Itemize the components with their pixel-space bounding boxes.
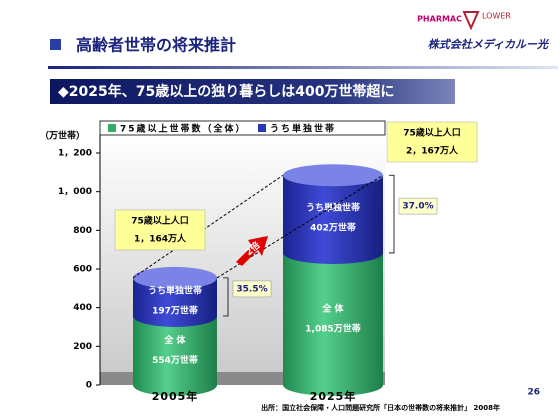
x-tick-label: 2025年 — [310, 389, 357, 403]
y-axis-label: （万世帯） — [40, 130, 85, 142]
y-tick-label: 1，200 — [58, 149, 92, 159]
cylinder-segment — [283, 252, 383, 396]
population-value: 2，167万人 — [406, 145, 459, 157]
subtitle: ◆2025年、75歳以上の独り暮らしは400万世帯超に — [58, 83, 394, 100]
growth-line — [132, 174, 284, 279]
segment-label: 全 体 — [163, 334, 186, 346]
population-box — [114, 209, 206, 251]
segment-label: うち単独世帯 — [306, 202, 360, 214]
x-tick-label: 2005年 — [152, 389, 199, 403]
legend-swatch — [108, 124, 116, 132]
y-tick-label: 400 — [73, 303, 92, 313]
cylinder-top — [283, 164, 383, 187]
data-label: 197万世帯 — [152, 304, 198, 316]
y-tick-label: 0 — [86, 381, 92, 391]
data-label: 554万世帯 — [152, 354, 198, 366]
title-bullet — [50, 39, 61, 50]
growth-arrow — [236, 236, 268, 266]
logo-text: PHARMAC — [417, 15, 462, 24]
y-tick-label: 1，000 — [58, 187, 92, 197]
share-label: 37.0% — [402, 202, 433, 212]
legend-label: 75歳以上世帯数（全体） — [120, 123, 247, 135]
legend-swatch — [258, 124, 266, 132]
data-label: 1,085万世帯 — [305, 322, 360, 334]
logo-text: LOWER — [482, 12, 511, 21]
share-label: 35.5% — [236, 284, 267, 294]
company-name: 株式会社メディカルー光 — [428, 38, 550, 51]
cylinder-top — [133, 266, 217, 289]
segment-label: うち単独世帯 — [148, 284, 202, 296]
brace — [389, 174, 395, 254]
subtitle-bar — [50, 79, 455, 104]
population-title: 75歳以上人口 — [403, 127, 461, 139]
population-value: 1，164万人 — [134, 233, 187, 245]
source: 出所：国立社会保障・人口問題研究所「日本の世帯数の将来推計」 2008年 — [261, 403, 500, 412]
brace — [223, 277, 229, 317]
share-box — [398, 197, 438, 215]
slide-title: 高齢者世帯の将来推計 — [76, 36, 236, 55]
segment-label: 全 体 — [321, 302, 344, 314]
population-box — [386, 121, 478, 163]
cylinder-segment — [133, 315, 217, 396]
page-number: 26 — [527, 388, 540, 398]
cylinder-segment — [283, 175, 383, 264]
y-tick-label: 600 — [73, 265, 92, 275]
cylinder-segment — [133, 277, 217, 327]
legend-label: うち単独世帯 — [270, 123, 336, 135]
population-title: 75歳以上人口 — [131, 215, 189, 227]
legend-box — [99, 120, 386, 136]
y-tick-label: 800 — [73, 226, 92, 236]
share-box — [232, 280, 272, 298]
data-label: 402万世帯 — [310, 222, 356, 234]
y-tick-label: 200 — [73, 342, 92, 352]
logo-mark — [462, 11, 480, 31]
header-rule — [48, 66, 558, 69]
